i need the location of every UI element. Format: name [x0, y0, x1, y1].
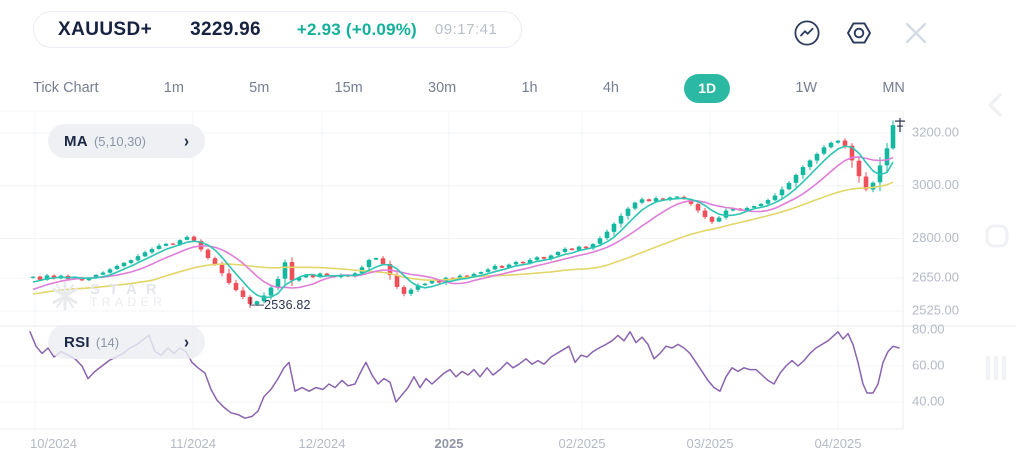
chevron-right-icon: ›	[184, 131, 189, 151]
low-price-annotation: └─2536.82	[246, 298, 311, 312]
date-axis-label: 10/2024	[30, 436, 77, 451]
ma-indicator-name: MA	[64, 132, 88, 150]
price-axis-label: 3000.00	[912, 177, 959, 192]
price-axis-label: 2650.00	[912, 269, 959, 284]
rsi-indicator-pill[interactable]: RSI (14) ›	[48, 325, 205, 359]
current-price: 3229.96	[190, 18, 261, 40]
price-axis-label: 3200.00	[912, 124, 959, 139]
rsi-indicator-name: RSI	[64, 333, 90, 351]
rsi-axis-label: 60.00	[912, 357, 945, 372]
ma-5-line	[32, 145, 894, 299]
chart-type-icon	[794, 20, 820, 46]
date-axis-label: 11/2024	[170, 436, 216, 451]
settings-icon	[847, 22, 871, 44]
date-axis-label: 03/2025	[687, 436, 734, 451]
quote-pill[interactable]: XAUUSD+ 3229.96 +2.93 (+0.09%) 09:17:41	[33, 11, 523, 48]
date-axis-label: 2025	[435, 436, 464, 451]
tab-4h[interactable]: 4h	[602, 79, 619, 96]
settings-button[interactable]	[845, 19, 873, 47]
ma-indicator-params: (5,10,30)	[93, 133, 146, 149]
tab-1m[interactable]: 1m	[163, 79, 184, 96]
symbol-name: XAUUSD+	[58, 18, 153, 40]
rsi-indicator-params: (14)	[95, 334, 120, 350]
tab-15m[interactable]: 15m	[334, 79, 363, 96]
close-icon	[905, 22, 927, 44]
gridlines	[0, 110, 1016, 430]
price-axis-label: 2525.00	[912, 302, 959, 317]
tab-1h[interactable]: 1h	[521, 79, 538, 96]
tab-5m[interactable]: 5m	[249, 79, 270, 96]
date-axis-label: 12/2024	[299, 436, 346, 451]
chevron-right-icon: ›	[184, 332, 189, 352]
date-axis-label: 02/2025	[559, 436, 606, 451]
tab-tick-chart[interactable]: Tick Chart	[33, 79, 99, 96]
close-button[interactable]	[902, 19, 930, 47]
current-price-marker	[895, 118, 905, 133]
drag-handle-icon[interactable]	[984, 355, 1008, 386]
rounded-square-icon[interactable]	[984, 223, 1010, 254]
timeframe-tabs: Tick Chart 1m 5m 15m 30m 1h 4h 1D 1W MN	[33, 72, 905, 104]
ma-indicator-pill[interactable]: MA (5,10,30) ›	[48, 124, 205, 158]
collapse-chevron-icon[interactable]	[984, 92, 1008, 123]
rsi-axis-label: 80.00	[912, 321, 945, 336]
chart-type-button[interactable]	[793, 19, 821, 47]
rsi-axis-label: 40.00	[912, 393, 945, 408]
price-axis-label: 2800.00	[912, 230, 959, 245]
tab-mn[interactable]: MN	[882, 79, 905, 96]
tab-30m[interactable]: 30m	[428, 79, 457, 96]
quote-time: 09:17:41	[434, 21, 498, 38]
ma-30-line	[32, 181, 894, 295]
ma-10-line	[32, 156, 894, 291]
price-change: +2.93 (+0.09%)	[296, 19, 417, 39]
date-axis-label: 04/2025	[815, 436, 862, 451]
tab-1w[interactable]: 1W	[795, 79, 818, 96]
tab-1d[interactable]: 1D	[684, 73, 731, 103]
axis-labels: 3200.00 3000.00 2800.00 2650.00 2525.00 80.00…	[30, 124, 959, 451]
